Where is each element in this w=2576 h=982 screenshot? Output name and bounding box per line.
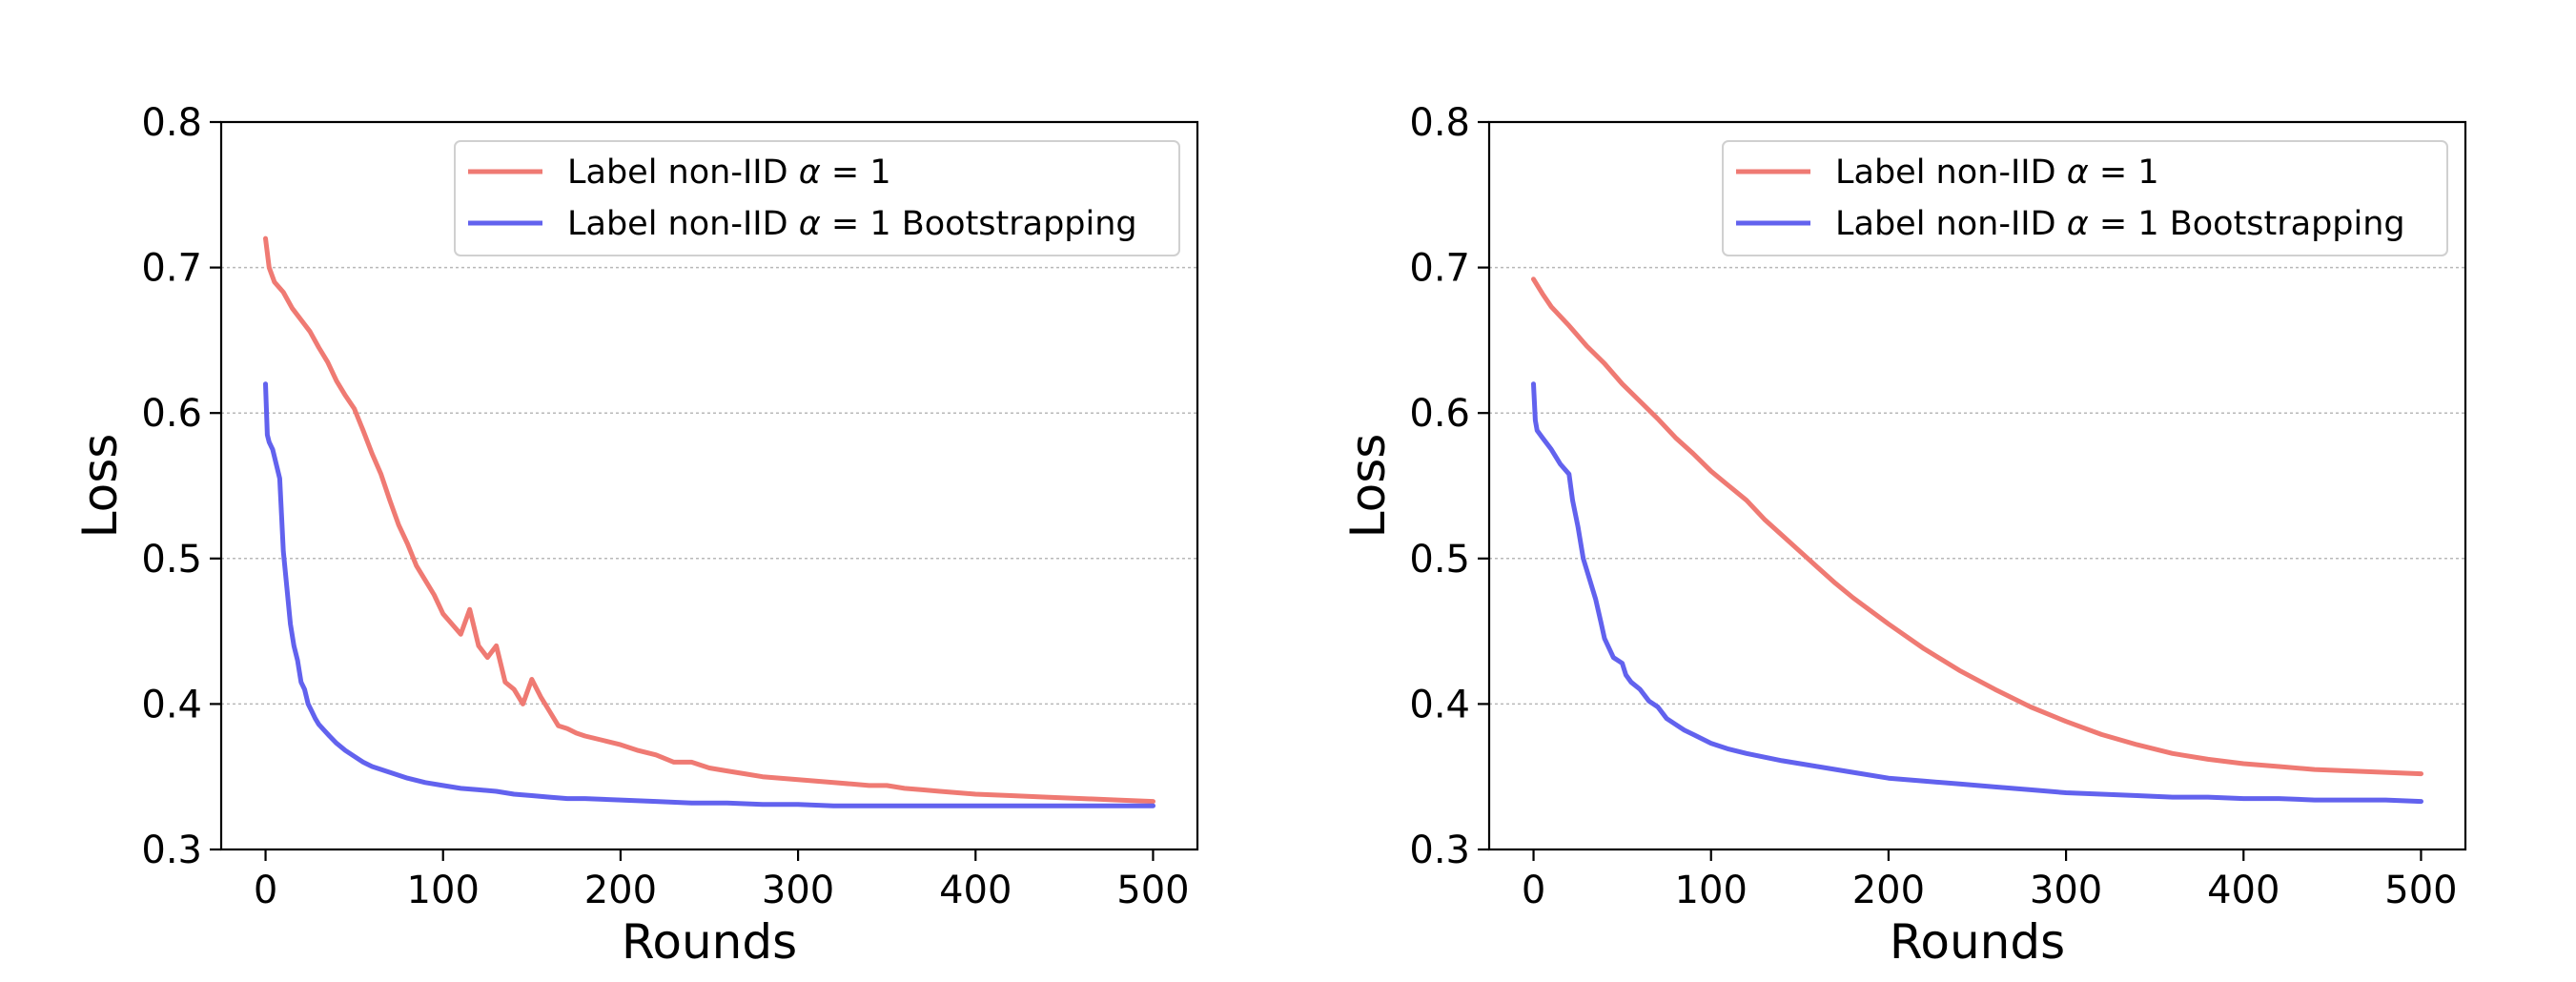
plot-frame [219, 120, 1199, 851]
x-tick-label: 400 [939, 869, 1012, 912]
y-tick-label: 0.5 [141, 538, 202, 582]
legend-box [454, 140, 1180, 256]
legend: Label non-IID α = 1 Label non-IID α = 1 B… [1722, 140, 2448, 256]
y-tick-label: 0.4 [1409, 683, 1470, 726]
x-tick-label: 500 [1116, 869, 1189, 912]
legend-entry: Label non-IID α = 1 Bootstrapping [567, 205, 1137, 243]
x-tick-label: 100 [1675, 869, 1748, 912]
y-tick-label: 0.5 [1409, 538, 1470, 582]
chart-panel-2: 0.3 0.4 0.5 0.6 0.7 0.8 0 100 200 300 400 500 Rounds… [1340, 101, 2467, 970]
y-tick-label: 0.8 [1409, 101, 1470, 145]
y-axis-label: Loss [1340, 434, 1396, 539]
x-tick-label: 100 [407, 869, 480, 912]
x-tick-label: 300 [2030, 869, 2102, 912]
plot-frame [1487, 120, 2467, 851]
x-axis-label: Rounds [622, 914, 797, 970]
x-tick-label: 300 [762, 869, 834, 912]
x-tick-label: 200 [1852, 869, 1925, 912]
y-tick-label: 0.6 [141, 392, 202, 436]
legend-box [1722, 140, 2448, 256]
x-axis-label: Rounds [1890, 914, 2065, 970]
legend: Label non-IID α = 1 Label non-IID α = 1 B… [454, 140, 1180, 256]
series-line-baseline [263, 235, 1155, 805]
x-tick-label: 0 [254, 869, 277, 912]
y-tick-label: 0.3 [1409, 829, 1470, 872]
y-tick-label: 0.7 [141, 247, 202, 291]
y-tick-label: 0.4 [141, 683, 202, 726]
legend-entry: Label non-IID α = 1 [1835, 153, 2159, 192]
x-tick-label: 200 [584, 869, 657, 912]
legend-entry: Label non-IID α = 1 Bootstrapping [1835, 205, 2405, 243]
chart-panel-1: 0.3 0.4 0.5 0.6 0.7 0.8 0 100 200 300 400 500 Rounds… [72, 101, 1199, 970]
y-tick-label: 0.7 [1409, 247, 1470, 291]
legend-entry: Label non-IID α = 1 [567, 153, 891, 192]
y-tick-label: 0.8 [141, 101, 202, 145]
x-tick-label: 400 [2207, 869, 2280, 912]
x-tick-label: 500 [2384, 869, 2457, 912]
series-line-bootstrapping [263, 381, 1155, 808]
y-axis-label: Loss [72, 434, 128, 539]
series-line-baseline [1531, 276, 2423, 777]
y-tick-label: 0.3 [141, 829, 202, 872]
x-tick-label: 0 [1522, 869, 1545, 912]
y-tick-label: 0.6 [1409, 392, 1470, 436]
series-line-bootstrapping [1531, 381, 2423, 805]
